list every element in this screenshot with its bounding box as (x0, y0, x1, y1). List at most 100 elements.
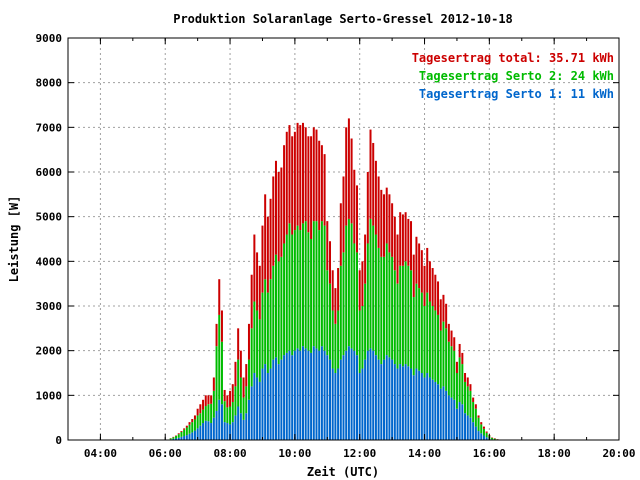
y-tick-label: 4000 (36, 255, 63, 268)
bar-total-excess (256, 252, 259, 311)
bar-total-excess (366, 172, 369, 244)
bar-serto-1 (412, 375, 415, 440)
bar-total-excess (183, 428, 186, 430)
bar-serto-1 (296, 348, 299, 440)
bar-serto-1 (237, 406, 240, 440)
bar-total-excess (428, 261, 431, 302)
bar-serto-1 (223, 422, 226, 440)
bar-serto-2 (274, 254, 277, 358)
bar-serto-2 (207, 404, 210, 422)
bar-serto-1 (226, 423, 229, 440)
bar-total-excess (315, 129, 318, 222)
bar-serto-2 (407, 265, 410, 367)
bar-serto-2 (439, 330, 442, 389)
bar-serto-1 (337, 368, 340, 440)
bar-serto-1 (426, 373, 429, 440)
bar-serto-2 (493, 438, 496, 440)
x-tick-label: 06:00 (149, 447, 182, 460)
bar-serto-2 (474, 408, 477, 427)
bar-serto-2 (356, 252, 358, 356)
bar-serto-1 (229, 424, 232, 440)
bar-serto-1 (385, 355, 388, 440)
bar-serto-2 (366, 243, 369, 351)
bar-total-excess (477, 415, 480, 418)
bar-serto-1 (210, 423, 213, 440)
bar-total-excess (437, 281, 440, 315)
bar-serto-1 (347, 346, 350, 440)
bar-total-excess (458, 343, 461, 358)
bar-total-excess (226, 395, 229, 408)
bar-total-excess (385, 187, 388, 244)
bar-serto-1 (307, 350, 310, 440)
bar-serto-1 (304, 348, 307, 440)
bar-total-excess (442, 294, 445, 322)
bar-total-excess (420, 250, 423, 293)
x-tick-label: 14:00 (408, 447, 441, 460)
bar-serto-1 (239, 413, 242, 440)
bar-total-excess (269, 198, 272, 280)
bar-serto-2 (477, 417, 480, 432)
bar-serto-2 (334, 323, 337, 373)
y-axis-label: Leistung [W] (7, 196, 21, 283)
bar-serto-2 (385, 243, 388, 356)
bar-total-excess (283, 145, 286, 244)
bar-serto-1 (193, 430, 196, 440)
bar-serto-2 (258, 319, 261, 382)
bar-serto-1 (458, 402, 461, 440)
bar-total-excess (423, 265, 426, 306)
bar-serto-2 (266, 292, 269, 373)
axis-ticks (67, 37, 620, 441)
bar-serto-1 (312, 346, 315, 440)
bar-serto-2 (223, 401, 226, 423)
bar-total-excess (245, 364, 248, 387)
bar-serto-2 (442, 321, 445, 387)
bar-total-excess (239, 350, 242, 378)
bar-total-excess (415, 236, 418, 284)
bar-total-excess (364, 234, 367, 284)
bar-serto-2 (280, 256, 283, 360)
bar-serto-2 (418, 288, 421, 371)
bar-total-excess (480, 422, 483, 425)
bar-serto-2 (312, 221, 315, 347)
bar-total-excess (345, 127, 348, 226)
bar-serto-2 (253, 301, 256, 373)
bar-serto-1 (415, 368, 418, 440)
bar-serto-1 (466, 415, 469, 440)
bar-serto-2 (256, 310, 259, 378)
bar-serto-1 (374, 355, 377, 440)
bar-serto-2 (415, 283, 418, 369)
bar-total-excess (426, 247, 429, 293)
legend-total: Tagesertrag total: 35.71 kWh (412, 51, 614, 65)
bar-serto-2 (445, 328, 448, 391)
bar-total-excess (234, 361, 237, 387)
bar-serto-1 (447, 395, 450, 440)
y-tick-label: 3000 (36, 300, 63, 313)
bar-total-excess (396, 234, 399, 284)
bar-serto-1 (437, 384, 440, 440)
bar-serto-2 (261, 292, 264, 369)
bar-serto-1 (315, 348, 318, 440)
bar-serto-1 (461, 404, 464, 440)
bar-serto-1 (175, 438, 178, 440)
bar-total-excess (474, 404, 477, 409)
bar-serto-1 (350, 348, 353, 440)
bar-serto-2 (188, 424, 191, 434)
bar-total-excess (253, 234, 256, 302)
bar-serto-2 (310, 239, 313, 353)
bar-serto-1 (334, 373, 337, 440)
bar-serto-1 (410, 368, 413, 440)
bar-serto-2 (472, 402, 475, 423)
bar-total-excess (291, 136, 294, 235)
bar-serto-1 (172, 438, 175, 440)
bar-total-excess (202, 399, 205, 410)
bar-serto-2 (242, 397, 245, 420)
bar-serto-2 (237, 359, 240, 407)
bar-serto-1 (428, 377, 431, 440)
bar-total-excess (318, 140, 321, 231)
bar-serto-1 (293, 350, 296, 440)
bar-total-excess (212, 377, 215, 391)
y-tick-label: 1000 (36, 389, 63, 402)
bar-serto-2 (491, 437, 494, 440)
bar-serto-2 (426, 292, 429, 373)
